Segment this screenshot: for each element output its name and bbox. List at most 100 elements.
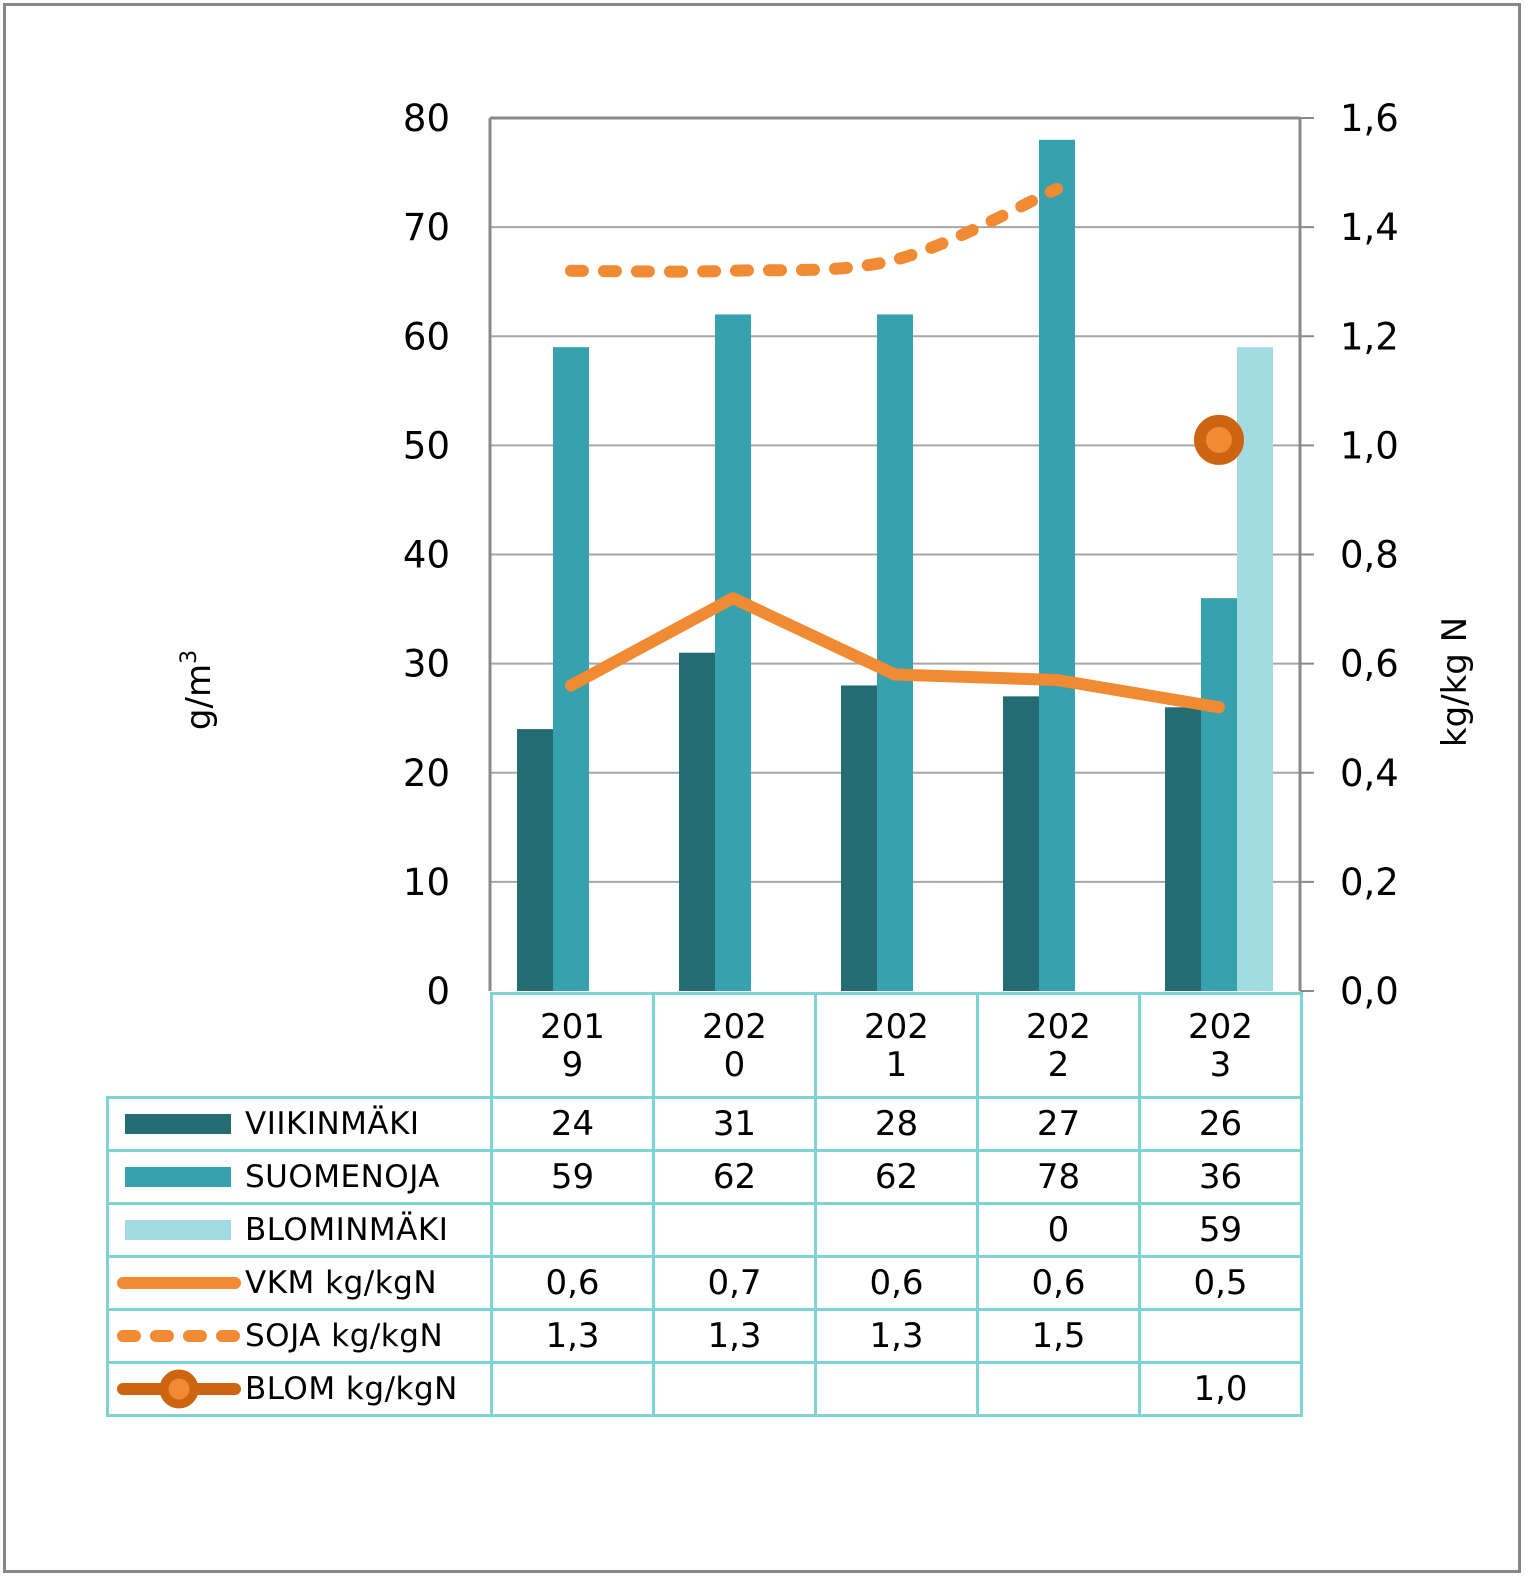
- legend-cell: VIIKINMÄKI: [106, 1096, 493, 1152]
- legend-swatch-icon: [125, 1220, 231, 1240]
- bar-viikinmäki: [517, 729, 553, 991]
- y-tick-label: 0: [426, 970, 450, 1013]
- year-part: 202: [702, 1006, 767, 1047]
- bar-suomenoja: [553, 347, 589, 992]
- legend-cell: SOJA kg/kgN: [106, 1308, 493, 1364]
- bar-suomenoja: [1201, 598, 1237, 991]
- y-tick-label: 30: [403, 643, 450, 686]
- bar-suomenoja: [877, 314, 913, 991]
- table-value-cell: [652, 1361, 817, 1417]
- table-value-cell: 0,7: [652, 1255, 817, 1311]
- legend-label: BLOMINMÄKI: [245, 1212, 449, 1248]
- table-value-cell: 28: [814, 1096, 979, 1152]
- table-value-cell: 1,3: [652, 1308, 817, 1364]
- table-value-cell: 1,3: [490, 1308, 655, 1364]
- table-value-cell: [490, 1361, 655, 1417]
- y-tick-label: 70: [403, 206, 450, 249]
- bars: [517, 139, 1273, 992]
- year-part: 202: [864, 1006, 929, 1047]
- year-cell: 201 9: [490, 992, 655, 1099]
- line-series-vkm: [565, 592, 1225, 714]
- legend-cell: VKM kg/kgN: [106, 1255, 493, 1311]
- legend-label: VKM kg/kgN: [245, 1265, 438, 1301]
- y2-tick-label: 0,6: [1340, 643, 1399, 686]
- y-axis-title-text: g/m: [179, 664, 219, 730]
- table-value-cell: 36: [1138, 1149, 1303, 1205]
- y-axis-title: g/m3: [177, 650, 219, 730]
- bar-blominmäki: [1237, 347, 1273, 992]
- y2-tick-label: 0,2: [1340, 861, 1399, 904]
- table-value-cell: [814, 1361, 979, 1417]
- y-tick-label: 20: [403, 752, 450, 795]
- bar-viikinmäki: [1003, 696, 1039, 991]
- legend-cell: BLOMINMÄKI: [106, 1202, 493, 1258]
- table-value-cell: 0,6: [814, 1255, 979, 1311]
- y2-tick-label: 1,6: [1340, 97, 1399, 140]
- legend-label: SUOMENOJA: [245, 1159, 440, 1195]
- table-value-cell: 26: [1138, 1096, 1303, 1152]
- legend-swatch-icon: [117, 1369, 241, 1409]
- table-row: VIIKINMÄKI 24 31 28 27 26: [106, 1096, 1303, 1152]
- legend-swatch-icon: [125, 1114, 231, 1134]
- year-part: 3: [1209, 1044, 1232, 1085]
- bar-viikinmäki: [679, 652, 715, 991]
- year-part: 1: [885, 1044, 908, 1085]
- y-axis-ticks: 0 10 20 30 40 50 60 70 80: [403, 97, 450, 1013]
- bar-suomenoja: [1039, 139, 1075, 991]
- table-value-cell: [976, 1361, 1141, 1417]
- bar-viikinmäki: [1165, 707, 1201, 991]
- year-part: 2: [1047, 1044, 1070, 1085]
- table-value-cell: 1,3: [814, 1308, 979, 1364]
- bar-suomenoja: [715, 314, 751, 991]
- table-row: SUOMENOJA 59 62 62 78 36: [106, 1149, 1303, 1205]
- legend-cell: SUOMENOJA: [106, 1149, 493, 1205]
- table-value-cell: 0: [976, 1202, 1141, 1258]
- y-axis-title-superscript: 3: [177, 650, 202, 664]
- table-value-cell: [490, 1202, 655, 1258]
- table-header-row: 201 9 202 0 202 1 202 2 202 3: [108, 992, 1303, 1099]
- table-value-cell: 0,5: [1138, 1255, 1303, 1311]
- table-value-cell: [814, 1202, 979, 1258]
- lines: [565, 182, 1244, 714]
- year-part: 201: [540, 1006, 605, 1047]
- legend-swatch-icon: [117, 1277, 241, 1289]
- legend-label: VIIKINMÄKI: [245, 1106, 420, 1142]
- table-corner: [108, 994, 492, 1098]
- table-value-cell: 24: [490, 1096, 655, 1152]
- legend-swatch-icon: [117, 1330, 241, 1342]
- year-cell: 202 3: [1138, 992, 1303, 1099]
- table-value-cell: 1,5: [976, 1308, 1141, 1364]
- table-row: BLOMINMÄKI 0 59: [106, 1202, 1303, 1258]
- y2-tick-label: 0,8: [1340, 534, 1399, 577]
- table-value-cell: 62: [814, 1149, 979, 1205]
- legend-swatch-icon: [125, 1167, 231, 1187]
- year-part: 202: [1026, 1006, 1091, 1047]
- axes: [488, 116, 1314, 992]
- legend-label: SOJA kg/kgN: [245, 1318, 444, 1354]
- y2-tick-label: 1,2: [1340, 315, 1399, 358]
- table-value-cell: 78: [976, 1149, 1141, 1205]
- y-tick-label: 60: [403, 315, 450, 358]
- table-row: SOJA kg/kgN 1,3 1,3 1,3 1,5: [106, 1308, 1303, 1364]
- table-value-cell: 0,6: [976, 1255, 1141, 1311]
- y2-tick-label: 1,0: [1340, 424, 1399, 467]
- table-value-cell: 1,0: [1138, 1361, 1303, 1417]
- table-value-cell: 62: [652, 1149, 817, 1205]
- y2-axis-ticks: 0,0 0,2 0,4 0,6 0,8 1,0 1,2 1,4 1,6: [1340, 97, 1399, 1013]
- year-cell: 202 2: [976, 992, 1141, 1099]
- y2-tick-label: 0,0: [1340, 970, 1399, 1013]
- line-point-blom: [1194, 414, 1244, 465]
- year-part: 0: [723, 1044, 746, 1085]
- year-part: 202: [1188, 1006, 1253, 1047]
- table-row: BLOM kg/kgN 1,0: [106, 1361, 1303, 1417]
- table-value-cell: 27: [976, 1096, 1141, 1152]
- table-value-cell: [1138, 1308, 1303, 1364]
- legend-label: BLOM kg/kgN: [245, 1371, 458, 1407]
- y2-tick-label: 1,4: [1340, 206, 1399, 249]
- table-value-cell: [652, 1202, 817, 1258]
- table-value-cell: 31: [652, 1096, 817, 1152]
- y2-tick-label: 0,4: [1340, 752, 1399, 795]
- y2-axis-title: kg/kg N: [1435, 617, 1475, 747]
- year-cell: 202 0: [652, 992, 817, 1099]
